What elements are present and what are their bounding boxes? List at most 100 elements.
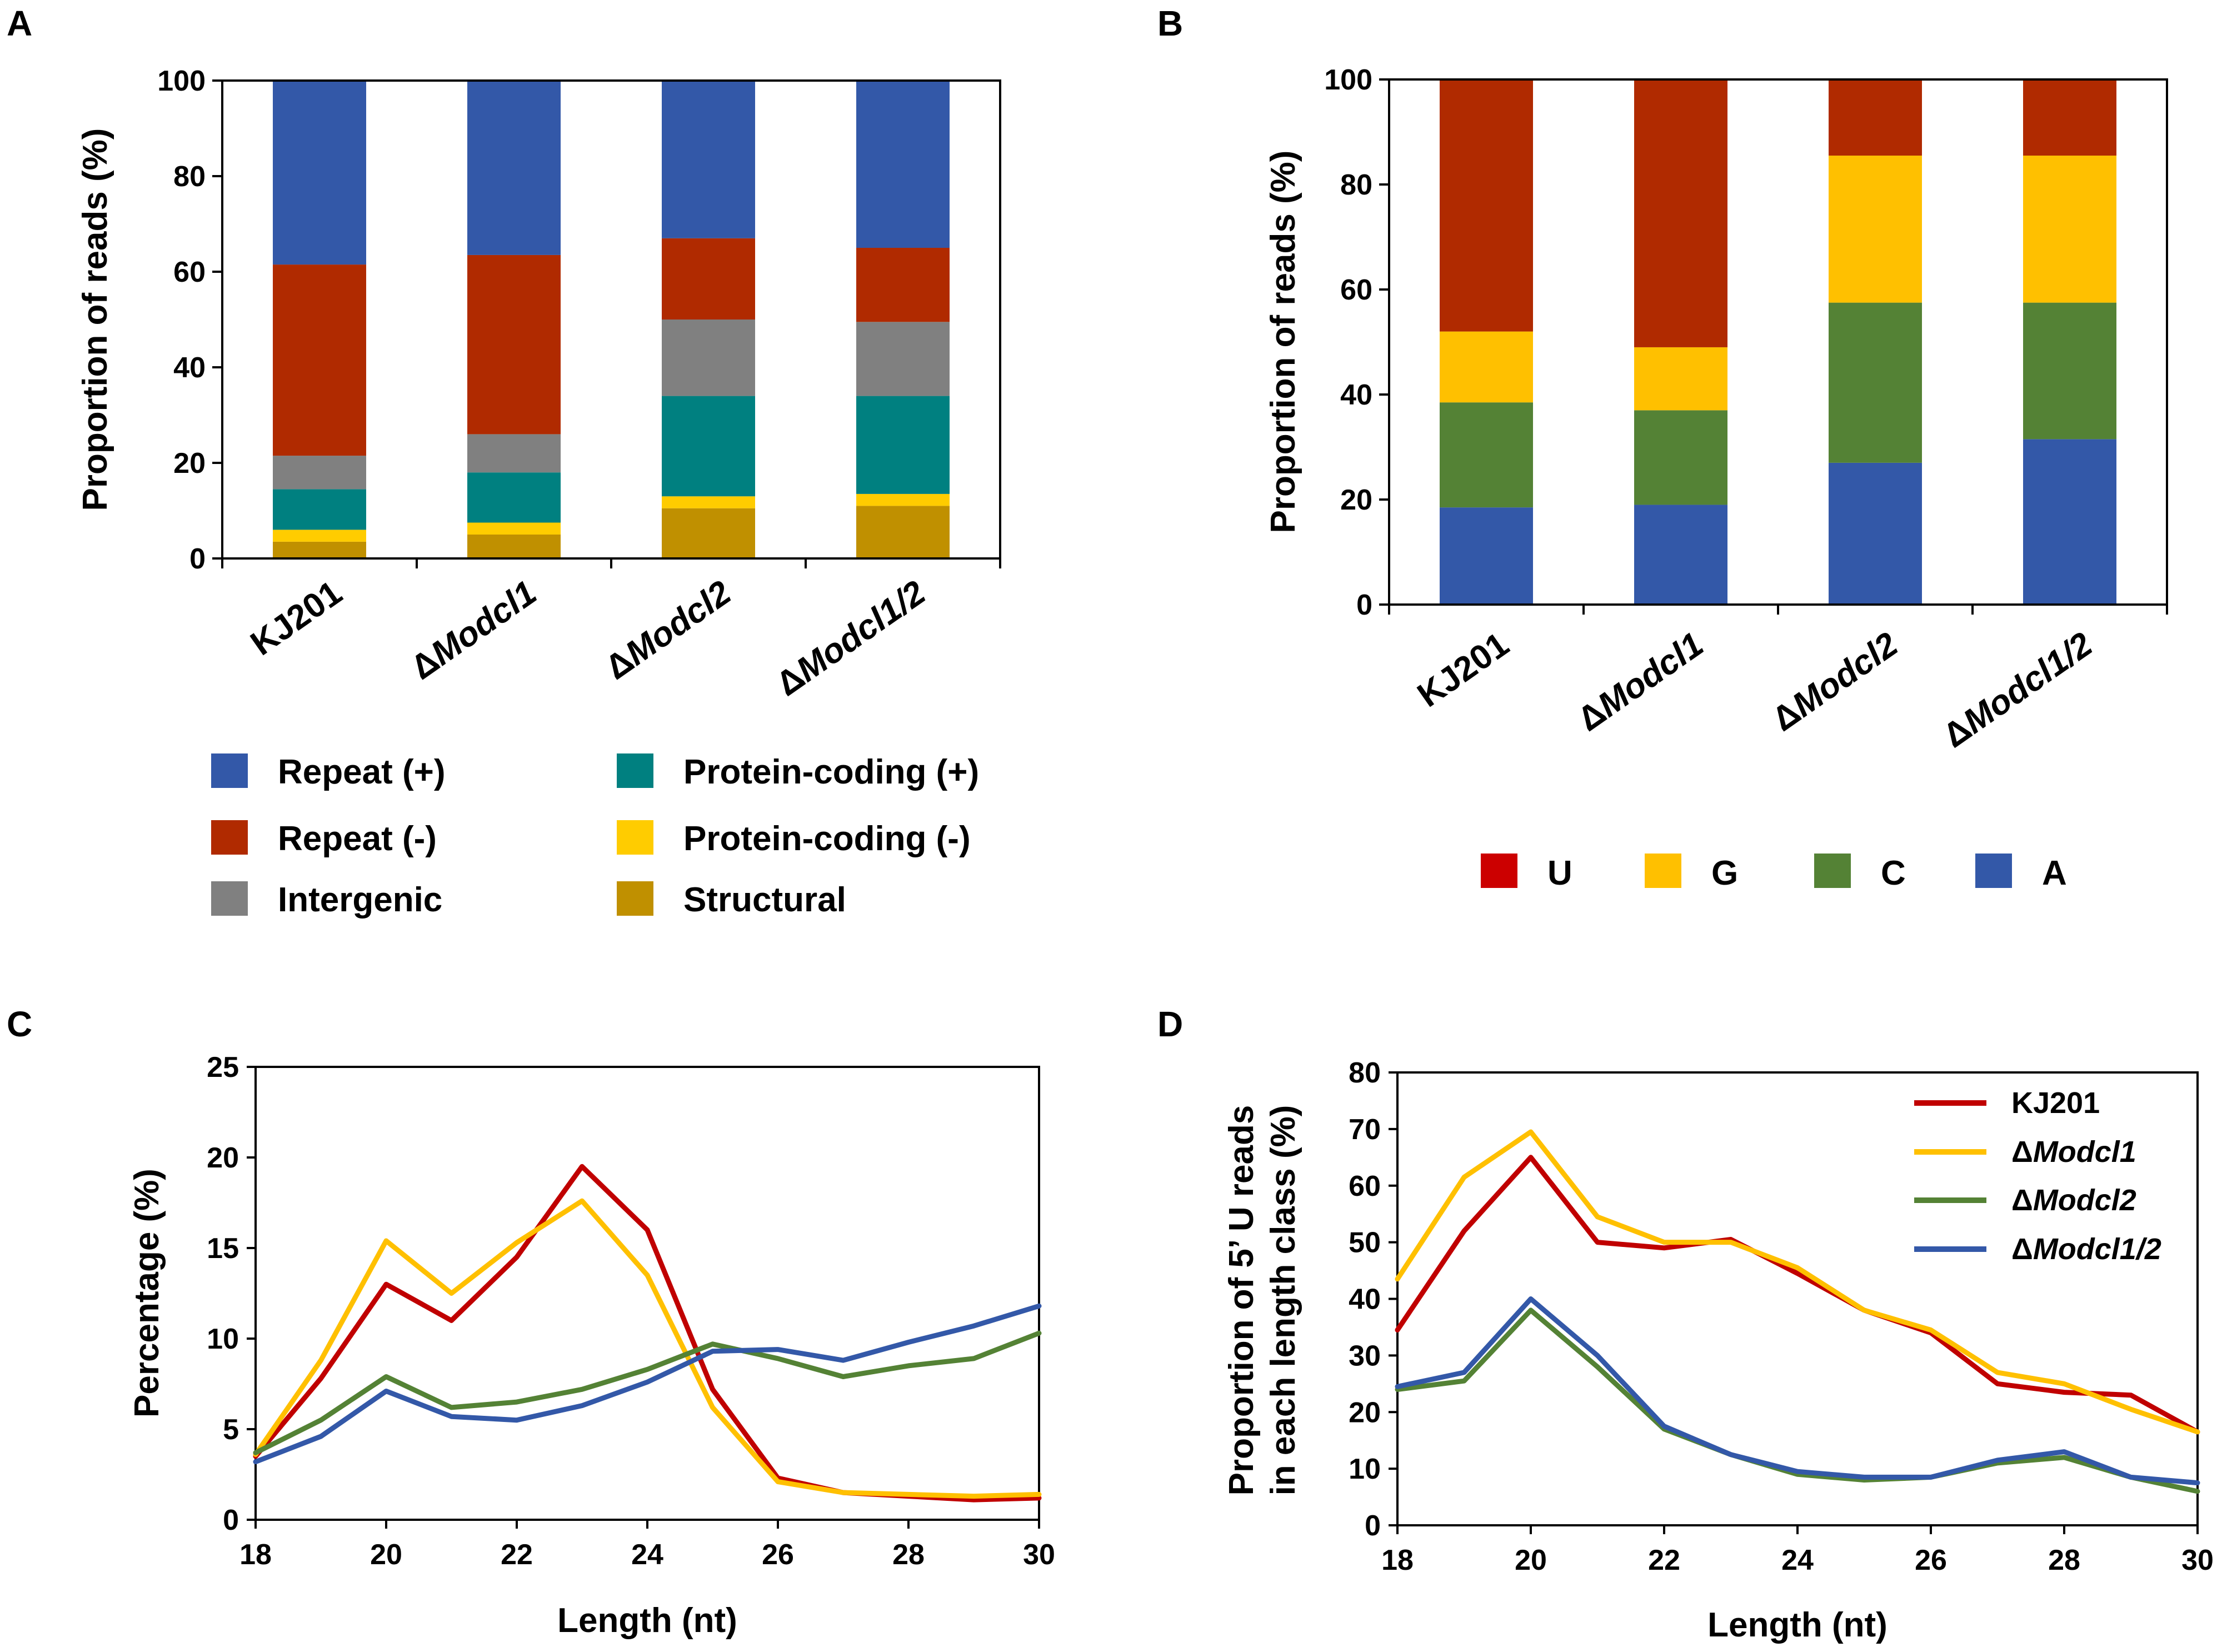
legend-label-delta-modcl2: ΔModcl2 <box>2011 1184 2136 1217</box>
x-tick-label-24: 24 <box>1781 1544 1814 1576</box>
panel-b-y-axis-title: Proportion of reads (%) <box>1264 151 1302 533</box>
legend-label-delta-modcl2-delta: Δ <box>2011 1184 2033 1217</box>
panel-a-category-labels: KJ201 ΔModcl1 ΔModcl2 ΔModcl1/2 <box>221 558 1001 703</box>
panel-c-y-ticks: 0 5 10 15 20 25 <box>207 1051 256 1536</box>
panel-letter-a: A <box>7 3 32 43</box>
legend-swatch-repeat <box>211 753 248 788</box>
x-tick-label-26: 26 <box>1915 1544 1947 1576</box>
panel-d-x-ticks: 18 20 22 24 26 28 30 <box>1381 1525 2214 1576</box>
legend-label-delta-modcl1-gene: Modcl1 <box>2033 1135 2136 1169</box>
bar-delta-modcl1-protein-coding <box>467 472 561 523</box>
legend-swatch-structural <box>617 881 653 916</box>
category-label-delta-modcl1-gene: Modcl1 <box>424 573 543 673</box>
bar-kj201-c <box>1440 402 1533 508</box>
panel-c-lines <box>253 1164 1042 1503</box>
line-delta-modcl1-2 <box>1395 1296 2200 1486</box>
bar-delta-modcl2-protein-coding <box>662 396 755 497</box>
bar-delta-modcl1-repeat <box>467 81 561 255</box>
legend-label-repeat: Repeat (+) <box>278 753 445 791</box>
bar-delta-modcl1-repeat <box>467 254 561 435</box>
category-label-delta-modcl1: ΔModcl1 <box>1571 625 1710 739</box>
bar-kj201-a <box>1440 507 1533 605</box>
legend-label-delta-modcl1-delta: Δ <box>2011 1135 2033 1169</box>
y-tick-label-0: 0 <box>1365 1510 1381 1542</box>
bar-delta-modcl1-2-u <box>2023 79 2116 156</box>
x-tick-label-22: 22 <box>1648 1544 1680 1576</box>
legend-swatch-g <box>1645 854 1681 888</box>
x-tick-label-30: 30 <box>2181 1544 2214 1576</box>
x-tick-label-28: 28 <box>892 1539 925 1571</box>
bar-delta-modcl1-2-repeat <box>856 248 950 322</box>
category-label-delta-modcl2-gene: Modcl2 <box>1785 625 1905 725</box>
legend-label-kj201: KJ201 <box>2011 1086 2100 1120</box>
panel-d-y-axis-title-line-1: Proportion of 5’ U reads <box>1222 1105 1261 1496</box>
category-label-delta-modcl1-2: ΔModcl1/2 <box>770 573 932 703</box>
y-tick-label-80: 80 <box>1349 1057 1381 1089</box>
x-tick-label-18: 18 <box>1381 1544 1414 1576</box>
bar-kj201-protein-coding <box>273 530 366 542</box>
legend-label-intergenic: Intergenic <box>278 881 442 919</box>
line-delta-modcl1-2 <box>253 1303 1042 1465</box>
y-tick-label-40: 40 <box>173 352 206 384</box>
y-tick-label-50: 50 <box>1349 1227 1381 1259</box>
category-label-delta-modcl1-gene: Modcl1 <box>1591 625 1710 725</box>
y-tick-label-30: 30 <box>1349 1340 1381 1372</box>
y-tick-label-40: 40 <box>1349 1284 1381 1316</box>
bar-kj201-u <box>1440 79 1533 332</box>
bar-delta-modcl1-2-a <box>2023 439 2116 605</box>
y-tick-label-100: 100 <box>157 65 206 97</box>
bar-delta-modcl2-g <box>1829 156 1922 303</box>
category-label-kj201: KJ201 <box>1411 625 1516 715</box>
legend-label-delta-modcl1-2-gene: Modcl1/2 <box>2033 1232 2161 1266</box>
x-tick-label-22: 22 <box>501 1539 533 1571</box>
bar-delta-modcl1-2-c <box>2023 302 2116 440</box>
category-label-delta-modcl1-2: ΔModcl1/2 <box>1936 625 2099 755</box>
panel-b-stacked-bar-chart: 0 20 40 60 80 100 KJ201 ΔModcl1 ΔModcl2 ΔModcl1/… <box>1264 64 2168 892</box>
bar-delta-modcl2-structural <box>662 508 755 558</box>
y-tick-label-60: 60 <box>1349 1170 1381 1202</box>
legend-swatch-c <box>1814 854 1851 888</box>
category-label-delta-modcl1: ΔModcl1 <box>404 573 543 687</box>
bar-kj201-repeat <box>273 264 366 456</box>
y-tick-label-25: 25 <box>207 1051 239 1084</box>
panel-d-lines <box>1395 1129 2200 1494</box>
panel-c-plot-frame <box>254 1066 1040 1521</box>
panel-c-x-ticks: 18 20 22 24 26 28 30 <box>239 1520 1055 1571</box>
bar-delta-modcl1-2-protein-coding <box>856 396 950 494</box>
bar-delta-modcl1-g <box>1634 347 1727 411</box>
bar-delta-modcl1-2-protein-coding <box>856 493 950 506</box>
bar-kj201-repeat <box>273 81 366 265</box>
category-label-delta-modcl2: ΔModcl2 <box>598 573 738 687</box>
panel-a-stacked-bar-chart: 0 20 40 60 80 100 KJ201 ΔModcl1 ΔModcl2 ΔModcl1/… <box>76 65 1001 919</box>
bar-delta-modcl1-intergenic <box>467 434 561 473</box>
y-tick-label-10: 10 <box>1349 1453 1381 1485</box>
y-tick-label-80: 80 <box>173 161 206 193</box>
panel-b-category-labels: KJ201 ΔModcl1 ΔModcl2 ΔModcl1/2 <box>1388 605 2168 755</box>
line-delta-modcl2 <box>253 1330 1042 1455</box>
bar-delta-modcl2-a <box>1829 462 1922 605</box>
category-label-delta-modcl2-gene: Modcl2 <box>618 573 738 673</box>
bar-delta-modcl2-protein-coding <box>662 496 755 508</box>
line-kj201 <box>1395 1155 2200 1435</box>
y-tick-label-100: 100 <box>1324 64 1372 96</box>
bar-kj201-structural <box>273 541 366 558</box>
line-delta-modcl2 <box>1395 1307 2200 1494</box>
bar-delta-modcl1-2-structural <box>856 506 950 558</box>
panel-b-bars <box>1440 79 2116 605</box>
y-tick-label-70: 70 <box>1349 1114 1381 1146</box>
y-tick-label-0: 0 <box>189 543 206 575</box>
legend-swatch-protein-coding <box>617 753 653 788</box>
bar-kj201-intergenic <box>273 456 366 490</box>
panel-b-y-ticks: 0 20 40 60 80 100 <box>1324 64 1389 621</box>
panel-a-y-ticks: 0 20 40 60 80 100 <box>157 65 222 575</box>
legend-label-repeat: Repeat (-) <box>278 820 437 858</box>
y-tick-label-60: 60 <box>173 256 206 288</box>
bar-delta-modcl2-repeat <box>662 238 755 320</box>
y-tick-label-20: 20 <box>1340 484 1372 516</box>
panel-a-bars <box>273 81 950 558</box>
legend-swatch-repeat <box>211 820 248 855</box>
x-tick-label-28: 28 <box>2048 1544 2080 1576</box>
y-tick-label-20: 20 <box>207 1142 239 1174</box>
bar-delta-modcl2-intergenic <box>662 320 755 396</box>
